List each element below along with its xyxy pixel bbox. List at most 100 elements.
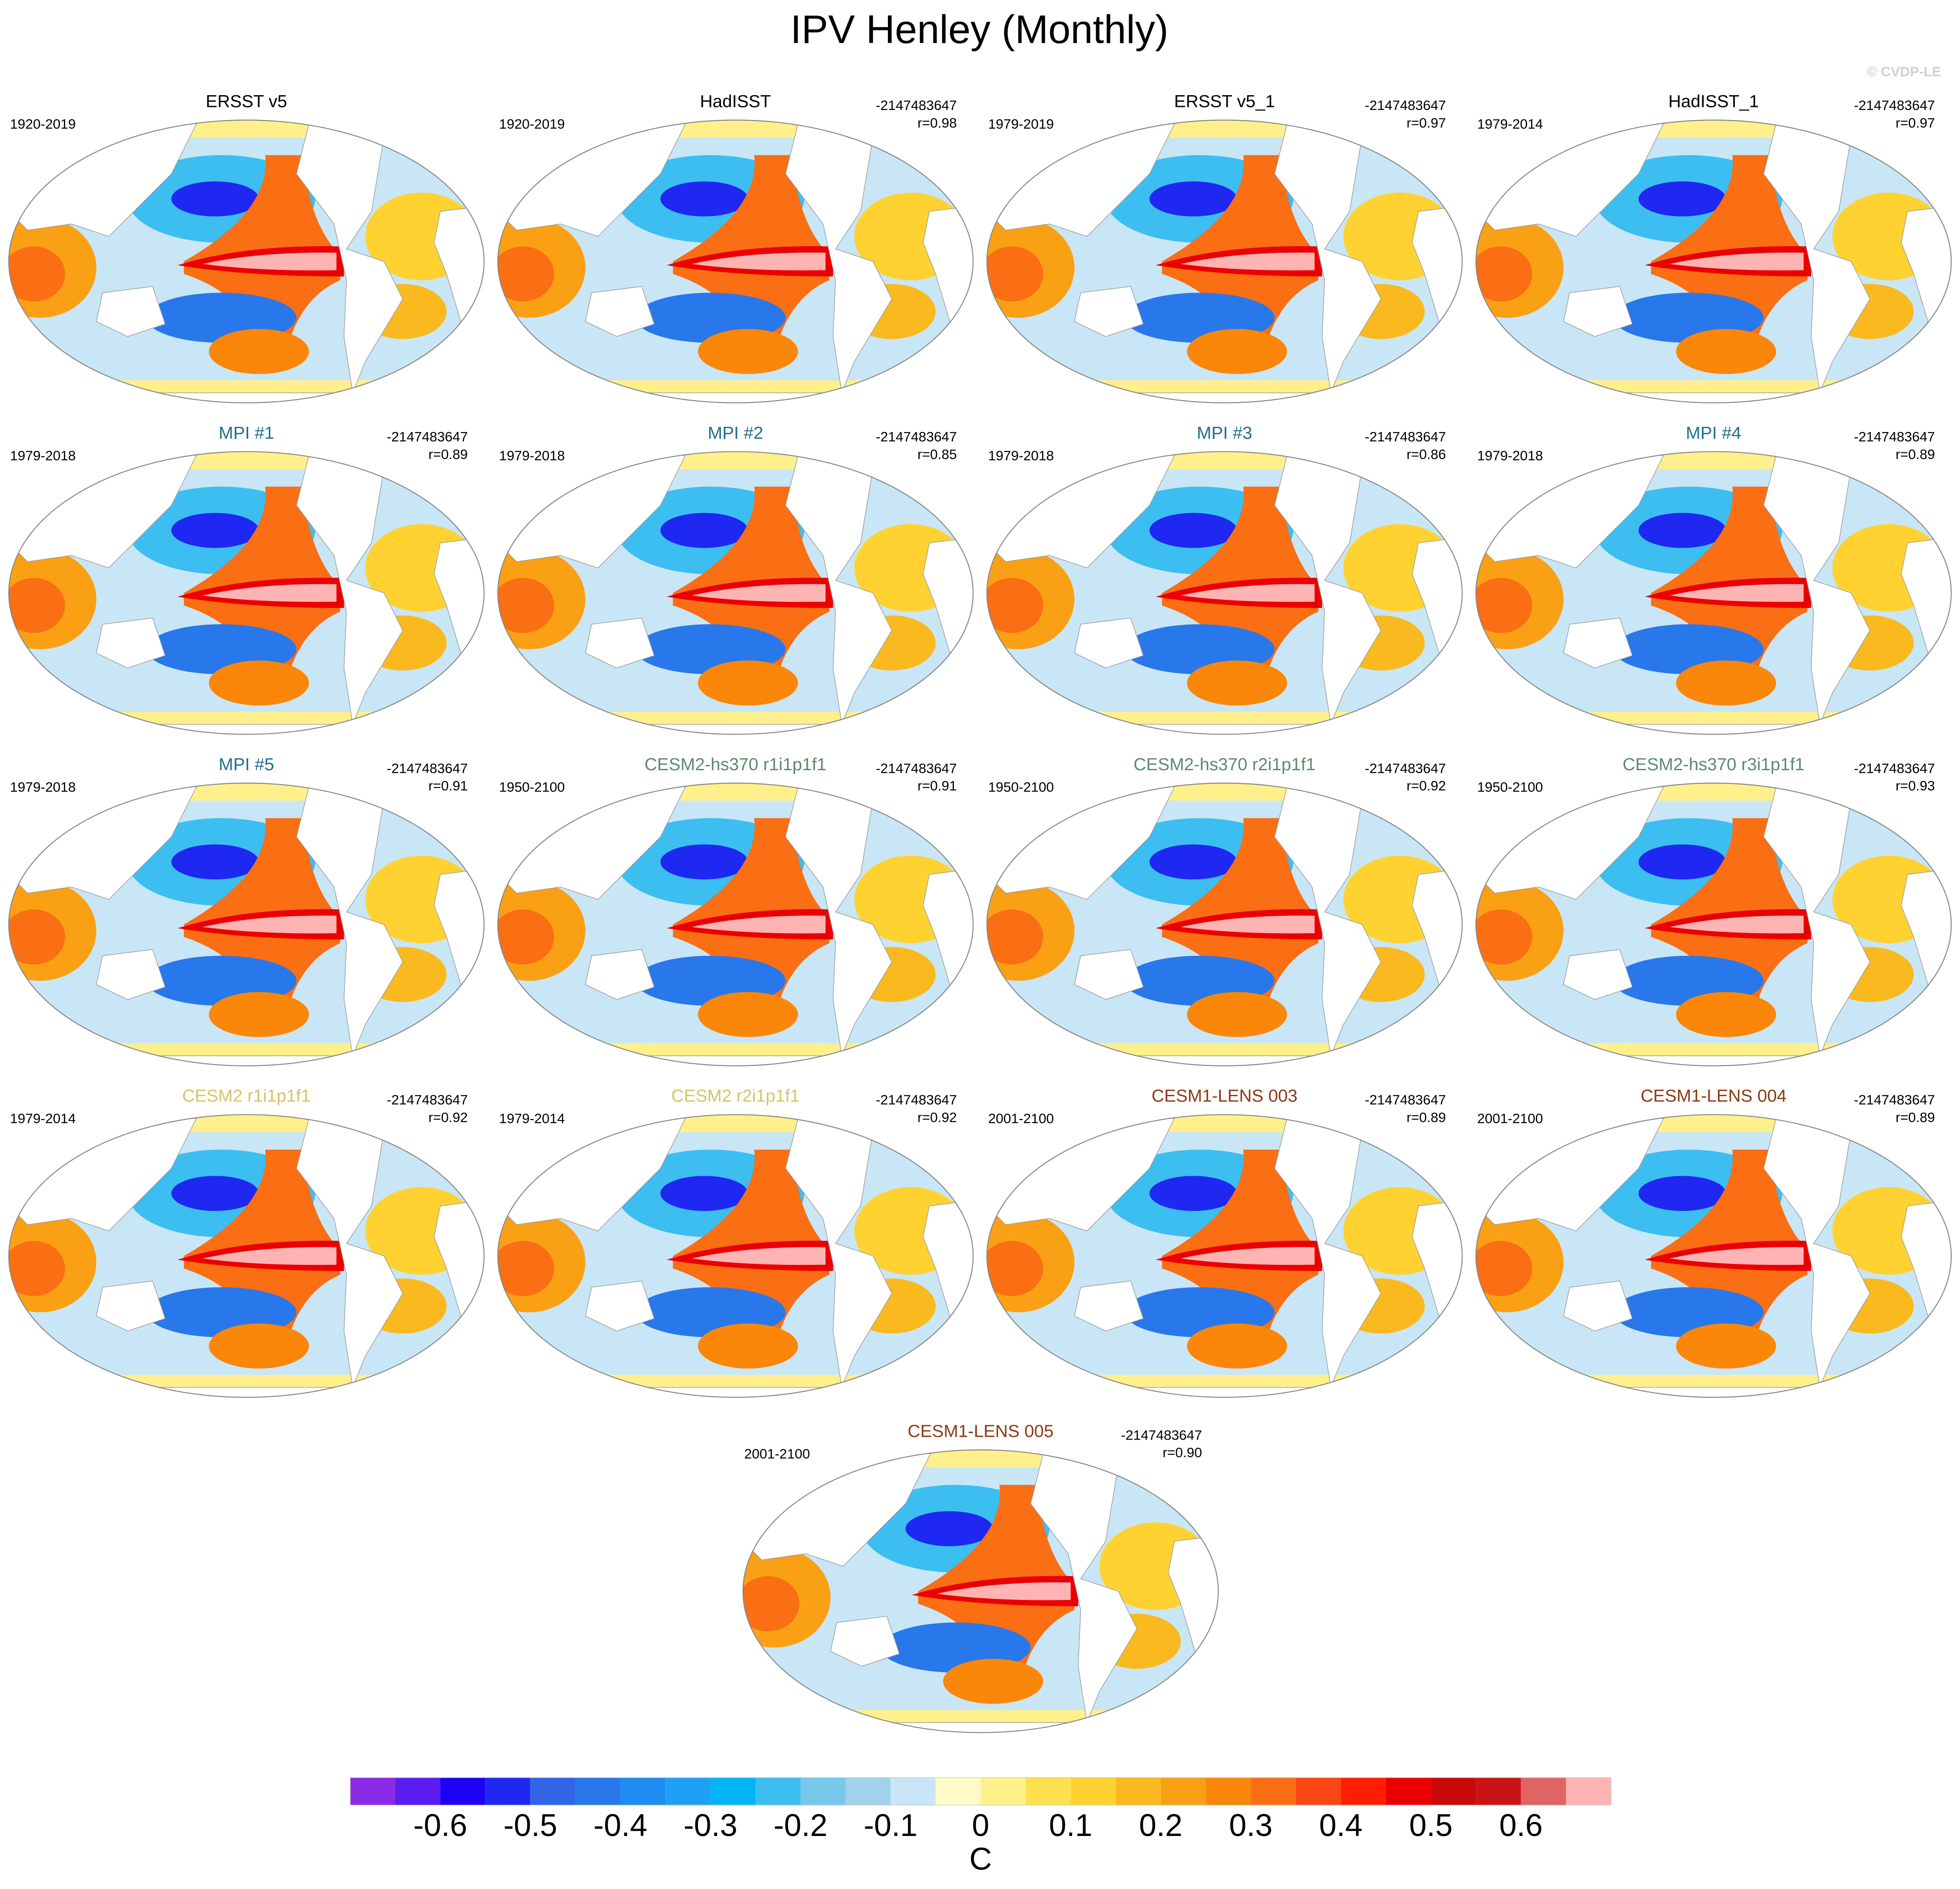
- colorbar-tick-label: 0.5: [1409, 1808, 1453, 1843]
- sp-warm: [1187, 660, 1287, 706]
- panel-stat: -2147483647: [1365, 97, 1446, 113]
- map-outline: [8, 1114, 485, 1398]
- np-cold: [1149, 1176, 1237, 1211]
- panel-r: r=0.92: [429, 1109, 468, 1125]
- panel-r: r=0.97: [1406, 115, 1446, 130]
- americas: [1274, 455, 1382, 726]
- panel-title: CESM2-hs370 r2i1p1f1: [1133, 755, 1316, 774]
- sp-warm: [1187, 1324, 1287, 1369]
- australia: [585, 949, 655, 1000]
- panel: CESM1-LENS 005 2001-2100 -2147483647 r=0.90: [742, 1421, 1219, 1733]
- map-field: [1476, 451, 1951, 735]
- north-band: [498, 120, 973, 138]
- panel-period: 1979-2014: [499, 1111, 565, 1126]
- australia: [96, 617, 166, 668]
- colorbar-tick-label: -0.4: [594, 1808, 648, 1843]
- sp-warm: [698, 660, 798, 706]
- pacific-core: [691, 915, 826, 934]
- panel: ERSST v5_1 1979-2019 -2147483647 r=0.97: [986, 92, 1463, 403]
- indian-warm-core: [9, 578, 65, 633]
- indian-warm-core: [1476, 246, 1532, 302]
- map-outline: [497, 451, 974, 735]
- indian-warm-core: [1476, 1241, 1532, 1296]
- australia: [96, 949, 166, 1000]
- panel-period: 1979-2014: [10, 1111, 76, 1126]
- americas: [296, 123, 403, 394]
- pacific-core: [691, 584, 826, 602]
- panel-r: r=0.89: [1896, 1109, 1935, 1125]
- map-field: [498, 120, 973, 403]
- colorbar-box: [1476, 1777, 1521, 1806]
- panel-title: CESM2 r1i1p1f1: [182, 1086, 311, 1106]
- colorbar-tick-label: 0.3: [1229, 1808, 1272, 1843]
- map-outline: [986, 782, 1463, 1067]
- panel-period: 1979-2018: [10, 779, 76, 795]
- indian-warm-core: [987, 246, 1043, 302]
- sp-warm: [698, 992, 798, 1037]
- pacific-core: [1670, 915, 1804, 934]
- pacific-core: [1180, 915, 1315, 934]
- map-outline: [986, 451, 1463, 735]
- colorbar-tick-label: 0.2: [1139, 1808, 1183, 1843]
- panel-r: r=0.91: [917, 778, 957, 794]
- np-cold: [1638, 1176, 1726, 1211]
- colorbar-box: [1070, 1777, 1116, 1806]
- panel-title: MPI #3: [1197, 423, 1252, 442]
- indian-warm-core: [9, 909, 65, 964]
- north-band: [1476, 783, 1951, 801]
- map-field: [1476, 783, 1951, 1066]
- australia: [1074, 949, 1144, 1000]
- colorbar-box: [1251, 1777, 1296, 1806]
- pacific-core: [1180, 584, 1315, 602]
- panel-stat: -2147483647: [387, 760, 468, 776]
- panel-period: 2001-2100: [1477, 1111, 1543, 1126]
- americas: [1763, 455, 1870, 726]
- australia: [830, 1616, 900, 1667]
- north-band: [9, 451, 484, 469]
- americas: [1763, 1118, 1870, 1389]
- americas: [1763, 786, 1870, 1057]
- australia: [1563, 1280, 1633, 1332]
- pacific-core: [1670, 584, 1804, 602]
- north-band: [498, 783, 973, 801]
- np-cold: [905, 1511, 993, 1546]
- panel-stat: -2147483647: [1365, 429, 1446, 445]
- north-band: [9, 1114, 484, 1132]
- antarctica: [9, 1387, 484, 1397]
- panel-period: 1979-2019: [988, 116, 1054, 132]
- americas: [1274, 786, 1382, 1057]
- sp-warm: [1676, 329, 1776, 374]
- antarctica: [498, 724, 973, 735]
- map-field: [1476, 120, 1951, 403]
- australia: [585, 286, 655, 337]
- colorbar-box: [1160, 1777, 1206, 1806]
- map-field: [1476, 1114, 1951, 1397]
- colorbar-tick-label: 0.4: [1319, 1808, 1362, 1843]
- panel-period: 1950-2100: [988, 779, 1054, 795]
- map-outline: [986, 1114, 1463, 1398]
- north-band: [9, 783, 484, 801]
- colorbar-box: [620, 1777, 666, 1806]
- panel: CESM2-hs370 r3i1p1f1 1950-2100 -2147483647…: [1475, 755, 1952, 1067]
- indian-warm-core: [987, 1241, 1043, 1296]
- panel-title: MPI #2: [708, 423, 764, 442]
- indian-warm-core: [1476, 578, 1532, 633]
- np-cold: [660, 513, 748, 548]
- panel-r: r=0.89: [429, 446, 468, 462]
- map-field: [743, 1450, 1219, 1733]
- colorbar-tick-label: -0.2: [774, 1808, 827, 1843]
- antarctica: [9, 392, 484, 403]
- north-band: [498, 1114, 973, 1132]
- north-band: [9, 120, 484, 138]
- panel-stat: -2147483647: [1854, 760, 1935, 776]
- pacific-core: [203, 584, 337, 602]
- americas: [296, 455, 403, 726]
- americas: [785, 786, 892, 1057]
- colorbar-tick-label: 0.6: [1499, 1808, 1543, 1843]
- pacific-core: [937, 1582, 1071, 1600]
- panel-r: r=0.85: [917, 446, 957, 462]
- indian-warm-core: [1476, 909, 1532, 964]
